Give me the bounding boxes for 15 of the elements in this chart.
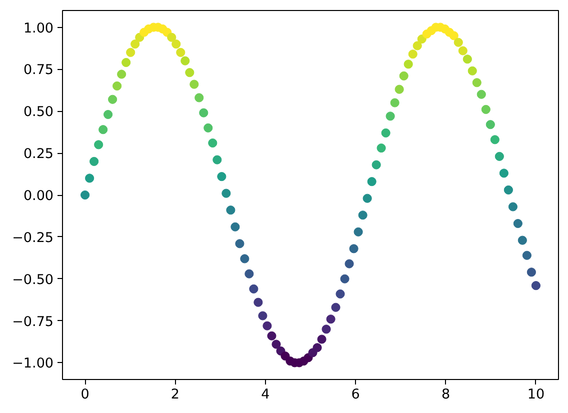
y-tick-label: 1.00 (23, 20, 54, 36)
y-tick-label: −0.25 (12, 230, 54, 246)
y-tick-label: 0.50 (23, 104, 54, 120)
x-tick-label: 2 (170, 386, 180, 402)
x-tick-label: 10 (527, 386, 545, 402)
y-tick-label: −0.50 (12, 272, 54, 288)
x-tick-label: 8 (441, 386, 450, 402)
y-tick-label: 0.25 (23, 146, 54, 162)
y-tick-label: −1.00 (12, 356, 54, 372)
y-tick-label: 0.00 (23, 188, 54, 204)
y-tick-label: 0.75 (23, 62, 54, 78)
y-tick-label: −0.75 (12, 314, 54, 330)
x-tick-label: 6 (351, 386, 360, 402)
x-tick-label: 0 (80, 386, 90, 402)
x-tick-label: 4 (261, 386, 270, 402)
